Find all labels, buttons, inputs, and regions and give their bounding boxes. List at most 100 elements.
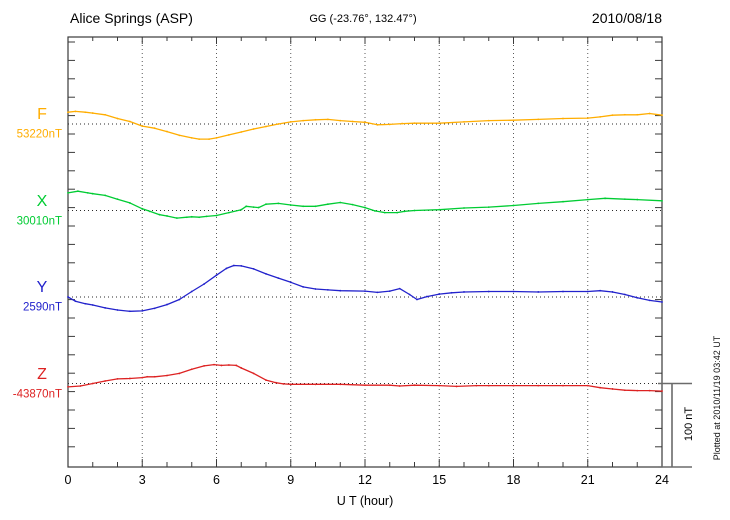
trace-point xyxy=(227,211,230,214)
trace-point xyxy=(648,299,651,302)
trace-point xyxy=(416,298,418,301)
channel-baseline-value-z: -43870nT xyxy=(12,387,62,400)
trace-point xyxy=(314,383,317,386)
trace-point xyxy=(215,214,218,217)
trace-point xyxy=(277,202,280,205)
trace-point xyxy=(185,216,188,219)
trace-point xyxy=(116,309,119,311)
trace-point xyxy=(86,191,89,194)
trace-point xyxy=(252,267,255,270)
x-tick-label: 12 xyxy=(358,473,372,487)
trace-point xyxy=(240,131,243,133)
trace-point xyxy=(599,115,602,118)
channel-baseline-value-y: 2590nT xyxy=(22,301,62,314)
trace-point xyxy=(413,209,416,212)
trace-point xyxy=(562,200,564,203)
trace-point xyxy=(314,288,317,290)
trace-point xyxy=(487,119,490,122)
trace-point xyxy=(232,264,235,267)
trace-point xyxy=(141,207,144,210)
trace-point xyxy=(141,309,144,312)
trace-point xyxy=(245,205,248,208)
trace-point xyxy=(438,208,441,211)
trace-point xyxy=(401,122,404,125)
channel-letter-f: F xyxy=(37,106,47,123)
trace-point xyxy=(396,211,399,214)
trace-point xyxy=(166,374,168,377)
trace-point xyxy=(586,198,589,201)
trace-point xyxy=(104,380,107,382)
trace-point xyxy=(339,289,342,292)
plotted-at-note: Plotted at 2010/11/19 03:42 UT xyxy=(712,335,722,461)
trace-point xyxy=(277,123,280,125)
trace-point xyxy=(128,377,131,380)
trace-point xyxy=(190,215,193,218)
trace-point xyxy=(537,202,540,205)
trace-point xyxy=(128,202,131,204)
trace-point xyxy=(252,128,255,130)
x-tick-label: 21 xyxy=(580,473,595,487)
channel-letter-y: Y xyxy=(36,279,48,296)
trace-x xyxy=(67,190,663,219)
trace-point xyxy=(220,364,223,367)
x-tick-label: 24 xyxy=(655,473,669,487)
trace-point xyxy=(537,291,540,293)
trace-point xyxy=(450,291,453,294)
trace-point xyxy=(265,273,267,275)
trace-point xyxy=(198,216,201,219)
trace-point xyxy=(84,302,87,305)
trace-point xyxy=(277,277,280,279)
trace-point xyxy=(205,215,208,218)
trace-point xyxy=(240,367,243,369)
trace-point xyxy=(190,368,193,371)
trace-point xyxy=(388,123,391,126)
trace-point xyxy=(289,204,292,206)
trace-point xyxy=(302,286,305,288)
trace-point xyxy=(562,384,564,387)
trace-point xyxy=(91,382,94,385)
trace-point xyxy=(326,288,329,291)
trace-point xyxy=(252,372,255,375)
trace-point xyxy=(611,114,614,117)
trace-point xyxy=(158,213,161,216)
trace-point xyxy=(178,134,181,137)
x-axis-title: U T (hour) xyxy=(336,494,394,508)
trace-point xyxy=(326,203,329,206)
trace-point xyxy=(326,118,329,121)
trace-point xyxy=(537,118,540,121)
trace-point xyxy=(636,113,639,116)
trace-point xyxy=(364,206,366,209)
trace-point xyxy=(215,274,218,277)
trace-point xyxy=(475,384,478,387)
trace-point xyxy=(257,206,260,209)
channel-letter-x: X xyxy=(36,192,48,210)
trace-point xyxy=(314,118,317,121)
trace-point xyxy=(487,290,490,293)
trace-point xyxy=(425,295,428,298)
trace-point xyxy=(153,307,156,310)
channel-baseline-value-f: 53220nT xyxy=(16,128,62,141)
trace-point xyxy=(661,301,663,303)
trace-point xyxy=(240,265,243,267)
trace-point xyxy=(203,364,206,367)
trace-point xyxy=(302,119,305,122)
trace-point xyxy=(351,203,354,206)
trace-point xyxy=(463,291,465,293)
station-title: Alice Springs (ASP) xyxy=(70,10,193,26)
trace-point xyxy=(178,372,181,375)
trace-point xyxy=(166,215,168,217)
trace-point xyxy=(314,205,317,208)
x-tick-label: 0 xyxy=(64,473,72,487)
trace-point xyxy=(413,384,416,387)
trace-point xyxy=(388,384,391,387)
trace-point xyxy=(116,117,119,120)
trace-point xyxy=(403,210,406,213)
trace-point xyxy=(265,125,267,128)
trace-point xyxy=(512,204,515,207)
trace-point xyxy=(190,136,193,139)
trace-point xyxy=(636,389,639,392)
trace-y xyxy=(67,264,663,312)
trace-point xyxy=(636,296,639,299)
trace-point xyxy=(153,375,156,378)
trace-point xyxy=(438,122,441,125)
